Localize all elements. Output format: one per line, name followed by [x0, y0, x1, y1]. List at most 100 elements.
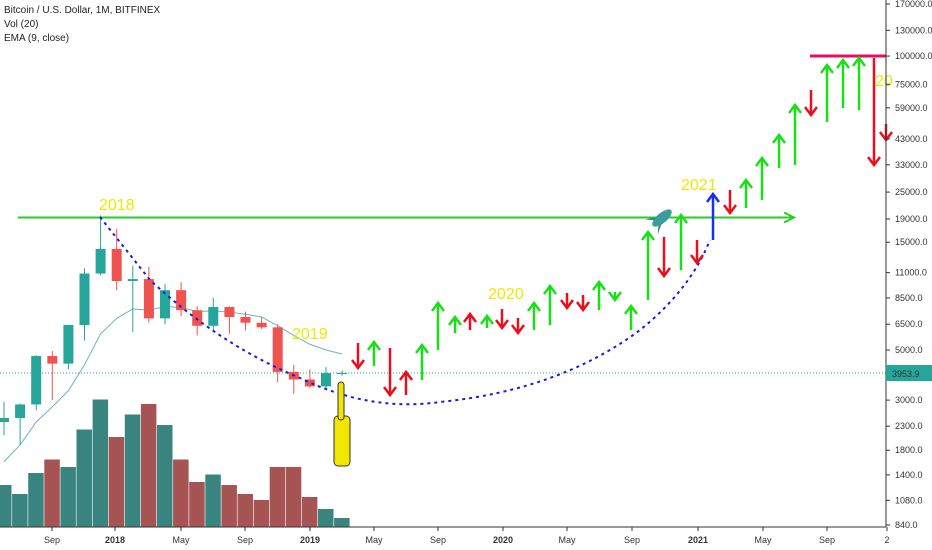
annotation-year: 2021	[681, 177, 717, 194]
candle-body	[192, 310, 203, 326]
volume-bar	[301, 497, 318, 527]
down-arrow	[495, 309, 509, 331]
annotation-year: 2018	[99, 197, 135, 214]
down-arrow-head	[690, 254, 704, 266]
down-arrow-head	[511, 324, 525, 336]
price-tick-label: 19000.0	[895, 214, 928, 224]
time-tick-label: 2019	[300, 535, 320, 545]
pointing-hand-icon	[333, 381, 351, 467]
up-arrow	[480, 313, 494, 328]
drawings	[18, 54, 893, 467]
volume-bar	[269, 467, 286, 527]
price-tick-label: 1400.0	[895, 470, 923, 480]
down-arrow-head	[399, 369, 413, 381]
up-arrow-head	[592, 279, 606, 291]
volume-bar	[173, 459, 189, 527]
up-arrow-head	[772, 132, 786, 144]
price-tick-label: 59000.0	[895, 103, 928, 113]
time-tick-label: May	[172, 535, 190, 545]
volume-bar	[334, 518, 350, 527]
annotations: 2018 2019 2020 2021 20	[99, 73, 893, 343]
price-tick-label: 43000.0	[895, 134, 928, 144]
time-tick-label: May	[365, 535, 383, 545]
candle-body	[0, 417, 9, 422]
up-arrow	[367, 339, 381, 366]
price-tick-label: 130000.0	[895, 25, 932, 35]
down-arrow-head	[576, 301, 590, 313]
rocket-body	[652, 209, 672, 227]
time-tick-label: 2018	[105, 535, 125, 545]
candle-body	[272, 327, 283, 372]
price-tick-label: 170000.0	[895, 0, 932, 9]
down-arrow	[351, 343, 365, 371]
candle-body	[160, 290, 170, 319]
up-arrow-head	[448, 314, 462, 326]
candles	[0, 215, 348, 445]
price-tick-label: 2300.0	[895, 421, 923, 431]
blue-up-arrow-head	[706, 191, 720, 203]
volume-bar	[108, 437, 125, 527]
time-tick-label: May	[754, 535, 772, 545]
candle-body	[63, 325, 74, 364]
last-price-label: 3953.9	[892, 369, 920, 379]
volume-bar	[124, 414, 141, 527]
up-arrow-head	[788, 102, 802, 114]
up-arrow-head	[739, 177, 753, 189]
down-arrow-head	[657, 267, 671, 279]
price-axis[interactable]: 170000.0 130000.0 100000.0 75000.0 59000.0 43…	[885, 0, 932, 530]
time-tick-label: May	[558, 535, 576, 545]
volume-bar	[205, 474, 221, 527]
up-arrow	[624, 303, 638, 330]
price-tick-label: 6500.0	[895, 319, 923, 329]
up-arrow-head	[674, 212, 688, 224]
annotation-year: 2019	[292, 326, 328, 343]
up-arrow-head	[415, 342, 429, 354]
down-arrow	[576, 295, 590, 313]
up-arrow-head	[820, 62, 834, 74]
down-arrow-head	[383, 386, 397, 398]
candle-body	[337, 373, 348, 375]
up-arrow-head	[480, 313, 494, 325]
down-arrow	[463, 311, 477, 330]
legend-ema[interactable]: EMA (9, close)	[4, 33, 70, 44]
candle-body	[304, 379, 315, 387]
candle-body	[176, 290, 187, 311]
time-axis[interactable]: Sep 2018 May Sep 2019 May Sep 2020 May Sep 2021 May…	[0, 526, 890, 545]
down-arrow	[560, 293, 574, 311]
volume-bar	[157, 425, 173, 527]
down-arrow-head	[560, 299, 574, 311]
up-arrow-head	[527, 300, 541, 312]
candle-body	[321, 373, 331, 387]
candle-body	[15, 404, 26, 418]
up-arrow	[755, 155, 769, 200]
candle-body	[224, 306, 235, 317]
down-arrow	[511, 318, 525, 336]
legend-volume[interactable]: Vol (20)	[4, 19, 39, 30]
time-tick-label: Sep	[819, 535, 835, 545]
up-arrow	[820, 62, 834, 122]
time-tick-label: 2	[884, 535, 889, 545]
time-tick-label: Sep	[237, 535, 253, 545]
hand-palm	[333, 415, 351, 467]
volume-bar	[318, 509, 334, 527]
volume-bar	[189, 482, 205, 527]
legend-symbol[interactable]: Bitcoin / U.S. Dollar, 1M, BITFINEX	[4, 5, 161, 16]
candle-body	[95, 248, 106, 274]
price-tick-label: 1800.0	[895, 445, 923, 455]
up-arrow	[739, 177, 753, 208]
up-arrow	[448, 314, 462, 333]
time-tick-label: 2021	[688, 535, 708, 545]
price-tick-label: 75000.0	[895, 79, 928, 89]
down-arrow-head	[867, 156, 881, 168]
price-tick-label: 1080.0	[895, 495, 923, 505]
time-tick-label: 2020	[493, 535, 513, 545]
price-tick-label: 15000.0	[895, 237, 928, 247]
up-arrow	[592, 279, 606, 310]
candle-body	[143, 279, 154, 319]
candle-body	[127, 279, 138, 282]
up-arrow	[431, 300, 445, 350]
candle-body	[31, 356, 42, 405]
price-tick-label: 11000.0	[895, 268, 927, 278]
volume-bar	[285, 467, 302, 527]
